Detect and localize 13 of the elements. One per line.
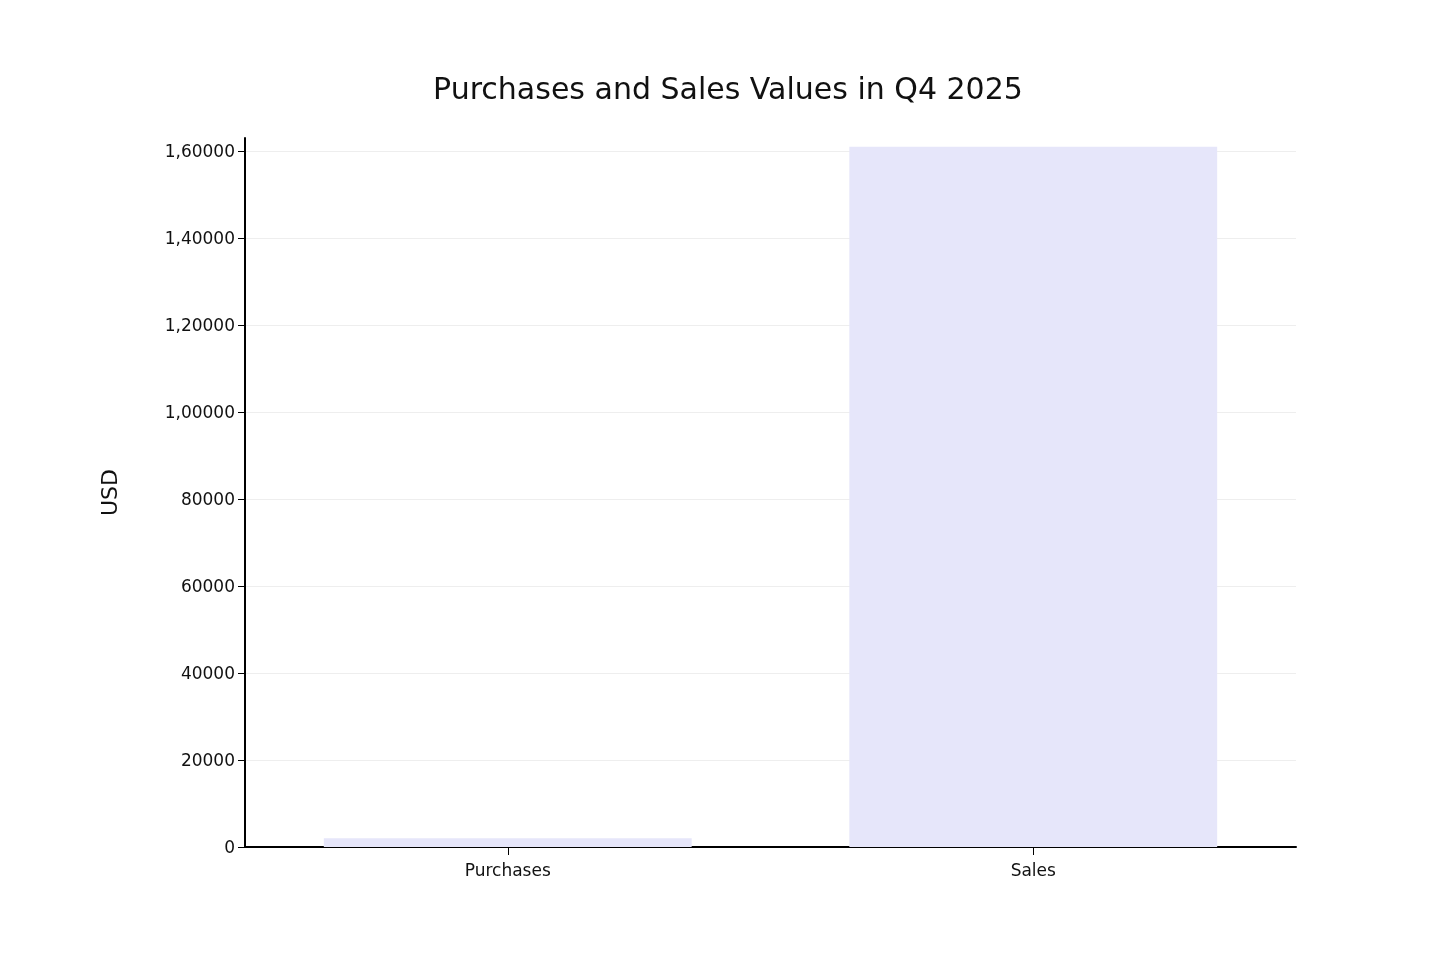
chart-title: Purchases and Sales Values in Q4 2025 (433, 70, 1023, 106)
y-tick-label: 60000 (180, 576, 235, 597)
y-tick-label: 1,60000 (164, 141, 235, 162)
x-tick-label: Purchases (464, 859, 551, 880)
y-tick-label: 20000 (180, 750, 235, 771)
y-tick-label: 40000 (180, 663, 235, 684)
x-tick-label: Sales (1010, 859, 1057, 880)
y-tick-label: 1,00000 (164, 402, 235, 423)
y-tick-label: 1,40000 (164, 228, 235, 249)
y-axis-title: USD (96, 468, 122, 517)
y-tick-label: 0 (224, 837, 235, 857)
y-tick-label: 80000 (180, 489, 235, 510)
y-tick-label: 1,20000 (164, 315, 235, 336)
